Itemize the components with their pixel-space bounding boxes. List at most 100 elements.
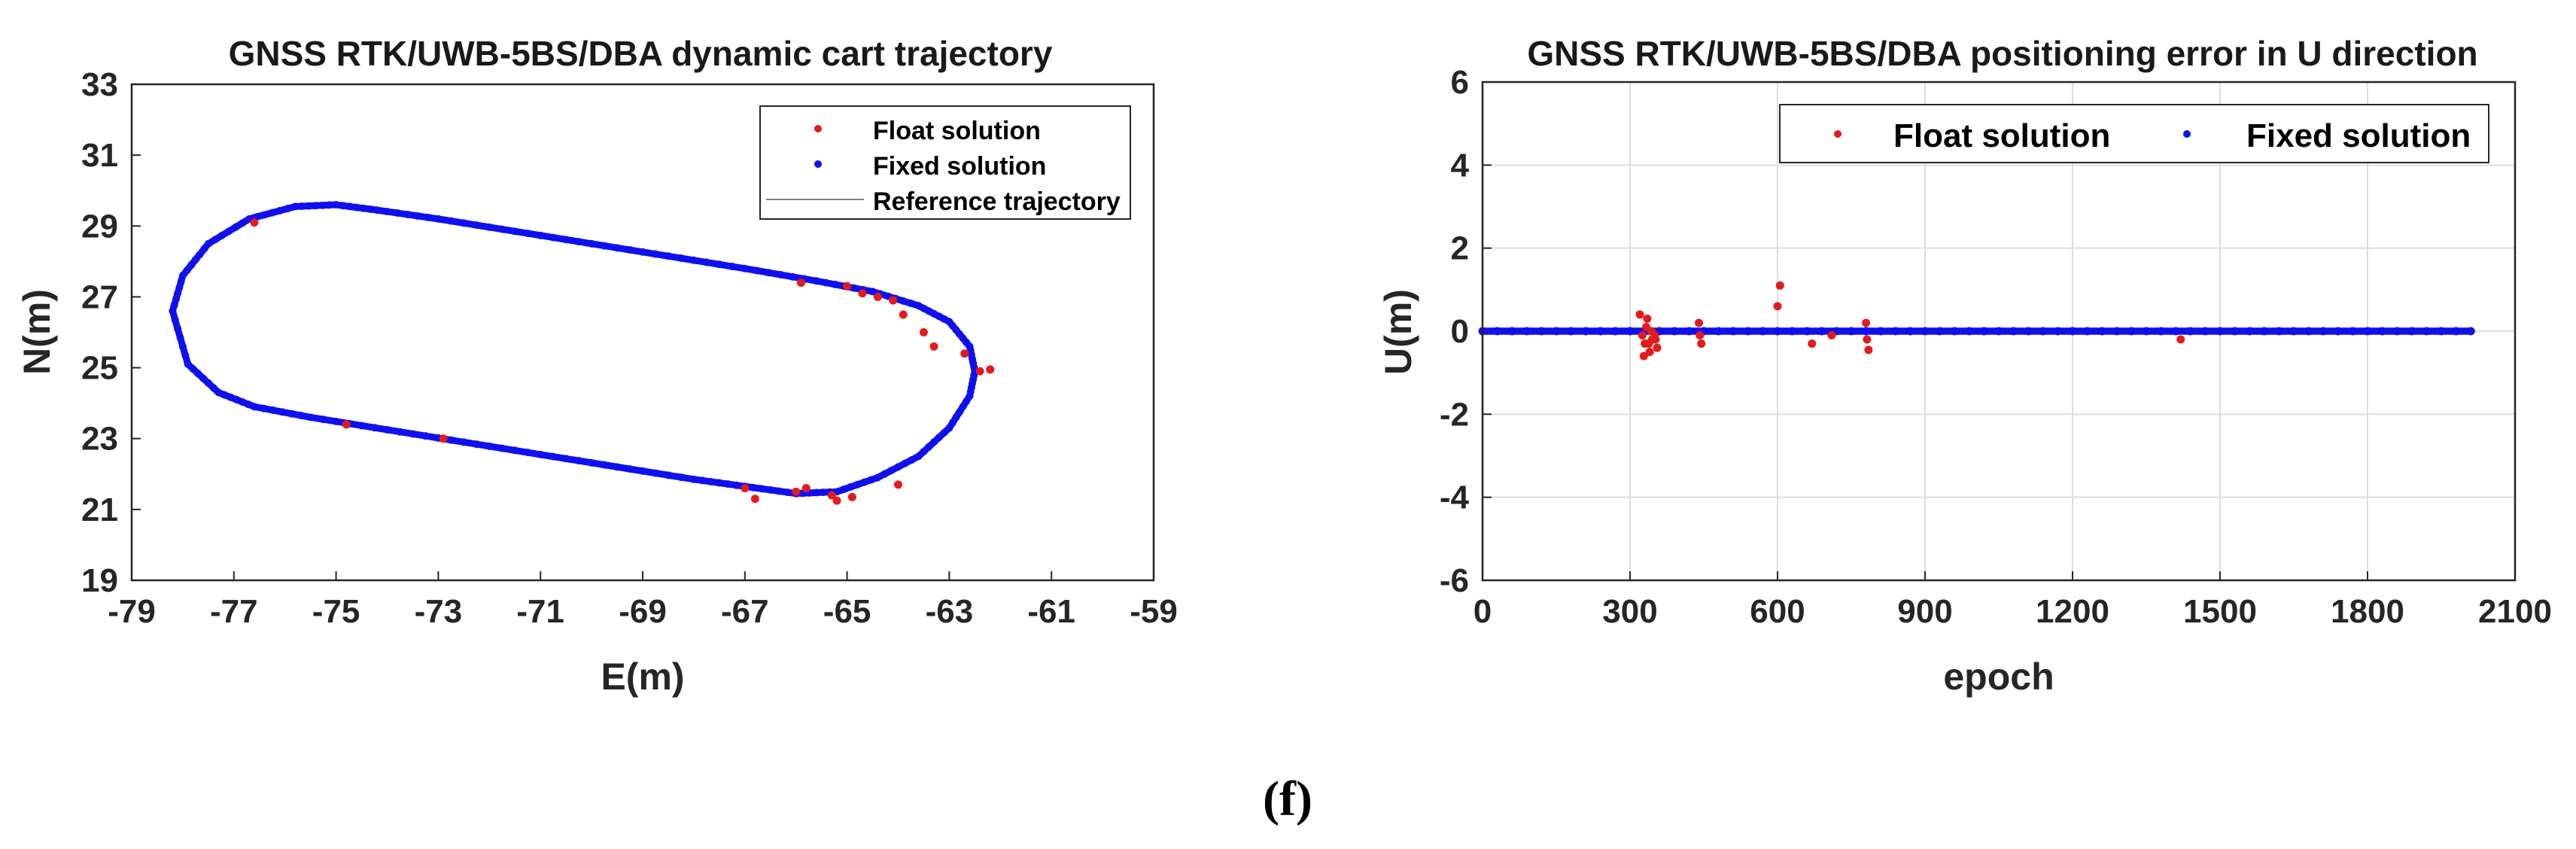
fixed-solution-point <box>2216 327 2225 336</box>
fixed-solution-point <box>2466 327 2475 336</box>
float-solution-point <box>1645 348 1654 357</box>
fixed-solution-point <box>2083 327 2092 336</box>
fixed-solution-point <box>268 208 276 217</box>
float-solution-point <box>1694 318 1703 327</box>
fixed-solution-point <box>724 480 732 488</box>
fixed-solution-point <box>819 488 827 497</box>
fixed-solution-point <box>1950 327 1959 336</box>
fixed-solution-point <box>189 365 197 373</box>
float-solution-point <box>1773 302 1782 311</box>
fixed-solution-point <box>1965 327 1974 336</box>
fixed-solution-point <box>460 219 468 227</box>
fixed-solution-point <box>1581 327 1590 336</box>
fixed-solution-point <box>930 438 938 446</box>
fixed-solution-point <box>524 230 532 238</box>
fixed-solution-point <box>2024 327 2033 336</box>
fixed-solution-point <box>174 324 182 333</box>
float-solution-point <box>1863 335 1872 344</box>
fixed-solution-point <box>2186 327 2195 336</box>
fixed-solution-point <box>473 221 481 230</box>
trajectory-y-tick-label: 29 <box>81 208 118 245</box>
fixed-solution-point <box>373 206 381 215</box>
fixed-solution-point <box>498 444 506 452</box>
fixed-solution-point <box>664 252 672 260</box>
fixed-solution-point <box>1744 327 1753 336</box>
fixed-solution-point <box>601 461 609 469</box>
fixed-solution-point <box>357 421 366 430</box>
fixed-solution-point <box>184 360 192 368</box>
fixed-solution-point <box>925 443 933 451</box>
trajectory-x-tick-label: -67 <box>721 593 769 630</box>
fixed-solution-point <box>511 446 519 455</box>
legend-fixed-label: Fixed solution <box>2246 117 2471 154</box>
fixed-solution-point <box>639 467 646 475</box>
fixed-solution-point <box>715 260 723 269</box>
float-solution-point <box>792 487 801 496</box>
float-solution-point <box>894 480 902 489</box>
u-error-y-tick-label: 2 <box>1451 230 1469 267</box>
float-solution-point <box>843 281 852 291</box>
u-error-chart: GNSS RTK/UWB-5BS/DBA positioning error i… <box>1377 34 2552 698</box>
fixed-solution-point <box>901 459 909 467</box>
float-solution-point <box>1696 331 1705 340</box>
float-solution-point <box>929 342 938 351</box>
fixed-solution-point <box>414 211 422 220</box>
fixed-solution-point <box>702 258 710 266</box>
fixed-solution-point <box>698 476 707 485</box>
fixed-solution-point <box>181 351 190 360</box>
trajectory-x-tick-label: -63 <box>926 593 974 630</box>
fixed-solution-point <box>868 288 877 296</box>
fixed-solution-point <box>753 266 761 275</box>
fixed-solution-point <box>383 425 391 434</box>
float-solution-point <box>832 496 841 505</box>
u-error-y-tick-label: -4 <box>1440 479 1470 516</box>
fixed-solution-point <box>715 479 723 487</box>
fixed-solution-point <box>214 388 223 397</box>
fixed-solution-point <box>2157 327 2166 336</box>
fixed-solution-point <box>765 269 773 277</box>
fixed-solution-point <box>297 412 306 420</box>
trajectory-x-tick-label: -79 <box>108 593 156 630</box>
fixed-solution-point <box>227 393 235 401</box>
fixed-solution-point <box>613 463 622 471</box>
fixed-solution-point <box>651 469 659 477</box>
fixed-solution-point <box>211 236 219 244</box>
fixed-solution-point <box>175 283 184 291</box>
u-error-plot-frame <box>1481 81 2517 582</box>
fixed-solution-point <box>1905 327 1915 336</box>
fixed-solution-point <box>860 478 868 486</box>
fixed-solution-point <box>332 417 340 425</box>
float-solution-point <box>847 492 856 501</box>
u-error-x-axis-label: epoch <box>1943 656 2054 698</box>
fixed-solution-point <box>396 428 404 436</box>
fixed-solution-point <box>325 201 333 209</box>
fixed-solution-point <box>2053 327 2062 336</box>
trajectory-legend: Float solution Fixed solution Reference … <box>759 105 1131 220</box>
float-solution-point <box>342 420 351 429</box>
fixed-solution-point <box>880 470 889 478</box>
fixed-solution-point <box>460 438 468 446</box>
float-solution-point <box>975 367 984 376</box>
fixed-solution-point <box>537 450 545 458</box>
fixed-solution-point <box>777 271 785 279</box>
float-solution-point <box>899 310 908 319</box>
fixed-solution-point <box>1729 327 1738 336</box>
fixed-solution-point <box>2112 327 2121 336</box>
fixed-solution-point <box>332 201 340 209</box>
fixed-solution-point <box>2289 327 2298 336</box>
fixed-solution-point <box>766 485 774 494</box>
u-error-y-tick-label: -6 <box>1440 562 1469 599</box>
fixed-solution-point <box>318 201 327 209</box>
fixed-solution-point <box>2245 327 2254 336</box>
fixed-solution-point <box>250 403 258 411</box>
u-error-y-tick-label: 6 <box>1451 64 1469 101</box>
fixed-solution-point <box>664 471 672 479</box>
fixed-solution-point <box>2304 327 2313 336</box>
fixed-solution-point <box>1994 327 2003 336</box>
fixed-solution-point <box>601 242 609 250</box>
fixed-solution-point <box>2363 327 2372 336</box>
trajectory-y-tick-label: 25 <box>81 350 118 387</box>
fixed-solution-point <box>1610 327 1620 336</box>
fixed-solution-point <box>485 223 494 231</box>
float-solution-point <box>796 278 805 288</box>
